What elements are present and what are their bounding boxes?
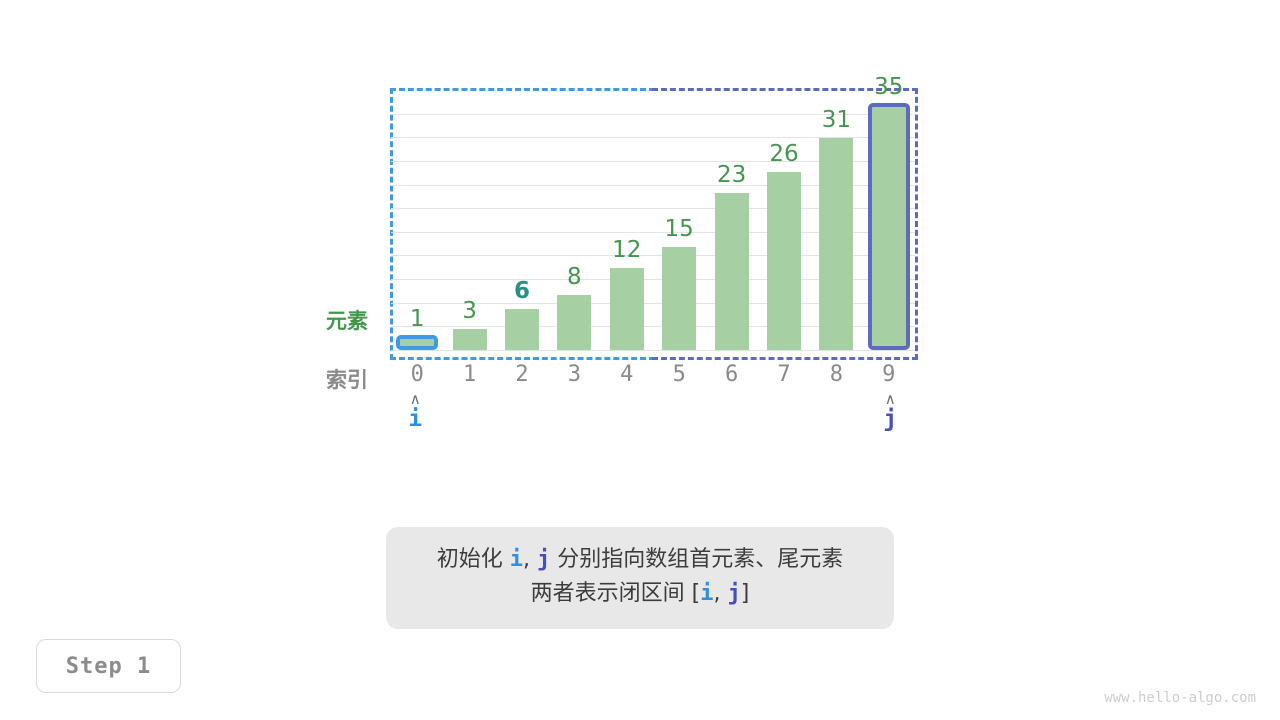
element-row-label: 元素	[326, 309, 368, 333]
bar	[452, 329, 487, 350]
index-label-9: 9	[882, 362, 896, 387]
bar	[714, 192, 749, 350]
caption-line-1: 初始化 i, j 分别指向数组首元素、尾元素	[386, 543, 894, 577]
pointer-marker-i: ∧ i	[389, 392, 441, 432]
index-label-3: 3	[567, 362, 581, 387]
bar	[662, 247, 697, 350]
bar-value-label: 6	[513, 277, 530, 304]
index-label-7: 7	[777, 362, 791, 387]
bar-value-label: 23	[716, 161, 747, 188]
gridline	[391, 113, 915, 115]
step-badge: Step 1	[36, 639, 181, 693]
bar-chart: 1 3 6 8 12 15 23 26 31 35	[391, 75, 915, 351]
bar-slot: 15	[653, 90, 705, 350]
pointer-label-i: i	[408, 406, 423, 432]
bar	[504, 308, 539, 350]
index-label-1: 1	[462, 362, 477, 387]
bar	[609, 267, 644, 350]
bar	[766, 172, 801, 350]
bar-slot: 3	[443, 90, 495, 350]
caption-token-i: i	[700, 581, 714, 607]
caption-text: 分别指向数组首元素、尾元素	[550, 547, 844, 572]
bar-value-label: 35	[874, 73, 904, 100]
bar-slot: 1	[391, 90, 443, 350]
gridline	[391, 279, 915, 281]
bar	[557, 295, 592, 350]
caption-token-j: j	[727, 581, 741, 607]
index-label-8: 8	[829, 362, 843, 387]
caption-token-j: j	[537, 547, 551, 572]
bar-slot: 23	[705, 90, 757, 350]
caption-text: ,	[523, 547, 537, 572]
gridline	[391, 160, 915, 162]
caption-text: 两者表示闭区间 [	[530, 581, 701, 607]
gridline	[391, 231, 915, 233]
bar-slot: 31	[810, 90, 862, 350]
baseline	[391, 350, 915, 351]
bar-slot: 26	[758, 90, 810, 350]
index-label-2: 2	[515, 362, 529, 387]
index-row-label: 索引	[326, 368, 368, 392]
index-label-4: 4	[620, 362, 634, 387]
gridline	[391, 255, 915, 257]
bars-layer: 1 3 6 8 12 15 23 26 31 35	[391, 75, 915, 350]
bar-value-label: 1	[409, 306, 425, 333]
gridline	[391, 208, 915, 210]
caption-line-2: 两者表示闭区间 [i, j]	[386, 577, 894, 611]
bar-value-label: 15	[664, 216, 694, 243]
bar	[396, 335, 439, 350]
gridline	[391, 302, 915, 304]
caption-token-i: i	[509, 547, 523, 572]
caption-text: 初始化	[436, 547, 510, 572]
bar-slot: 6	[496, 90, 548, 350]
gridline	[391, 326, 915, 328]
bar-slot: 12	[601, 90, 653, 350]
bar	[819, 137, 854, 350]
bar-value-label: 3	[462, 298, 477, 325]
pointer-label-j: j	[883, 406, 898, 432]
index-label-0: 0	[410, 362, 424, 387]
bar-value-label: 12	[612, 236, 642, 263]
caret-up-icon: ∧	[884, 390, 896, 408]
gridline	[391, 137, 915, 139]
index-label-5: 5	[672, 362, 686, 387]
index-axis: 0 1 2 3 4 5 6 7 8 9	[391, 362, 915, 392]
watermark: www.hello-algo.com	[1104, 690, 1256, 706]
bar	[867, 102, 910, 350]
step-badge-label: Step 1	[65, 653, 152, 679]
gridline	[391, 184, 915, 186]
index-label-6: 6	[724, 362, 739, 387]
bar-value-label: 8	[567, 264, 582, 291]
bar-value-label: 31	[821, 106, 852, 133]
caret-up-icon: ∧	[409, 390, 421, 408]
bar-slot: 8	[548, 90, 600, 350]
bar-slot: 35	[863, 75, 915, 350]
pointer-marker-j: ∧ j	[864, 392, 916, 432]
caption-box: 初始化 i, j 分别指向数组首元素、尾元素 两者表示闭区间 [i, j]	[386, 527, 894, 630]
caption-text: ]	[740, 581, 750, 607]
caption-text: ,	[713, 581, 728, 607]
bar-value-label: 26	[769, 141, 799, 168]
